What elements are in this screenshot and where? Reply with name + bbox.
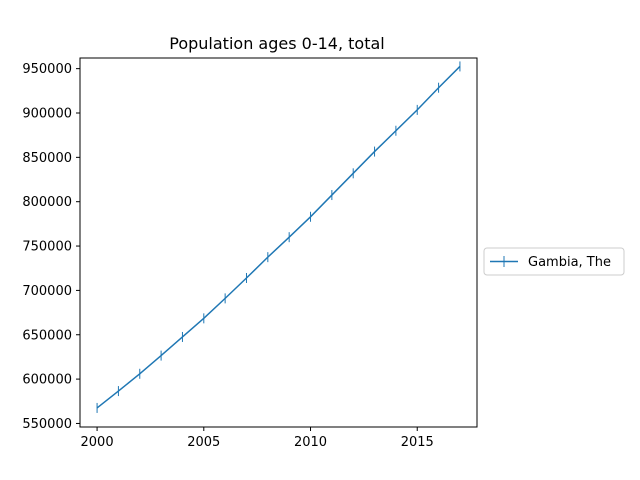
series-layer bbox=[96, 61, 461, 413]
legend: Gambia, The bbox=[483, 247, 625, 276]
x-tick-label: 2015 bbox=[401, 435, 434, 450]
y-tick-label: 850000 bbox=[22, 151, 72, 166]
y-tick-label: 700000 bbox=[22, 284, 72, 299]
chart-title: Population ages 0-14, total bbox=[169, 34, 384, 53]
x-tick-label: 2005 bbox=[187, 435, 220, 450]
plot-frame bbox=[79, 57, 478, 428]
y-tick-label: 900000 bbox=[22, 106, 72, 121]
y-tick-label: 750000 bbox=[22, 240, 72, 255]
x-tick-label: 2010 bbox=[294, 435, 327, 450]
legend-label: Gambia, The bbox=[528, 255, 611, 270]
y-tick-label: 550000 bbox=[22, 417, 72, 432]
y-tick-label: 800000 bbox=[22, 195, 72, 210]
axis-ticks: 2000 2005 2010 2015 550000 600000 650000 700000… bbox=[22, 62, 433, 450]
y-tick-label: 650000 bbox=[22, 328, 72, 343]
series-line bbox=[96, 65, 461, 409]
legend-box bbox=[483, 247, 625, 276]
y-tick-label: 600000 bbox=[22, 373, 72, 388]
y-tick-label: 950000 bbox=[22, 62, 72, 77]
x-tick-label: 2000 bbox=[81, 435, 114, 450]
